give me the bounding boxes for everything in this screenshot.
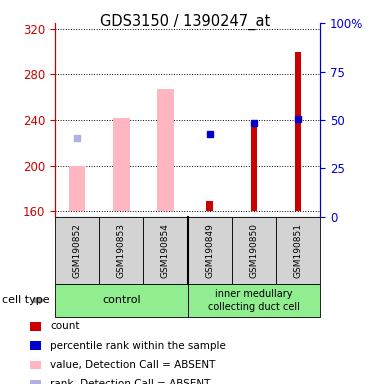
Bar (250, 123, 257, 211)
Text: cell type: cell type (2, 295, 49, 306)
Bar (113, 118, 129, 211)
Text: rank, Detection Call = ABSENT: rank, Detection Call = ABSENT (50, 379, 210, 384)
Text: GSM190854: GSM190854 (161, 223, 170, 278)
Text: count: count (50, 321, 80, 331)
Text: control: control (102, 295, 141, 306)
Text: inner medullary
collecting duct cell: inner medullary collecting duct cell (208, 289, 300, 312)
Bar (69, 166, 85, 211)
Bar (157, 89, 174, 211)
Text: value, Detection Call = ABSENT: value, Detection Call = ABSENT (50, 360, 216, 370)
Text: GSM190853: GSM190853 (117, 223, 126, 278)
Bar (206, 201, 213, 211)
Text: percentile rank within the sample: percentile rank within the sample (50, 341, 226, 351)
Text: GSM190851: GSM190851 (293, 223, 303, 278)
Bar (295, 51, 301, 211)
Text: GDS3150 / 1390247_at: GDS3150 / 1390247_at (101, 13, 270, 30)
Text: GSM190850: GSM190850 (249, 223, 258, 278)
Text: GSM190849: GSM190849 (205, 223, 214, 278)
Text: GSM190852: GSM190852 (72, 223, 82, 278)
